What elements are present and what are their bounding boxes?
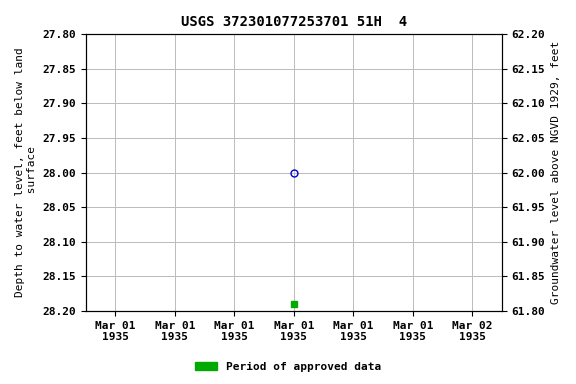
Legend: Period of approved data: Period of approved data [191,358,385,377]
Title: USGS 372301077253701 51H  4: USGS 372301077253701 51H 4 [181,15,407,29]
Y-axis label: Depth to water level, feet below land
 surface: Depth to water level, feet below land su… [15,48,37,298]
Y-axis label: Groundwater level above NGVD 1929, feet: Groundwater level above NGVD 1929, feet [551,41,561,304]
